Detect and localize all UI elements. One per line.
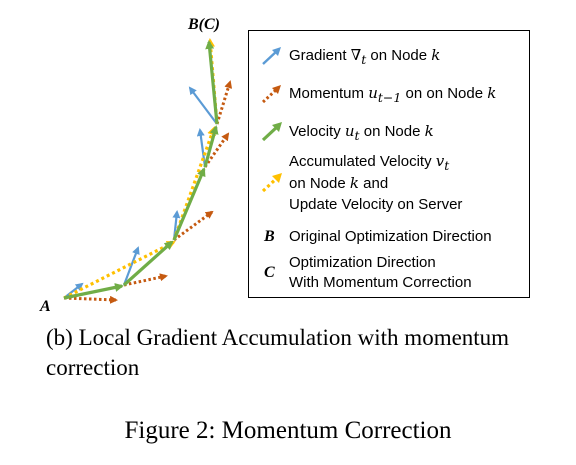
- legend-gradient-text: Gradient ∇t on Node k: [289, 46, 441, 67]
- legend-corrected-direction: C Optimization Direction With Momentum C…: [249, 253, 529, 297]
- figure-caption: Figure 2: Momentum Correction: [124, 417, 452, 444]
- momentum-arrow: [123, 273, 168, 287]
- legend-accumulated: Accumulated Velocity vt on Node k and Up…: [249, 151, 529, 215]
- point-b-c-label: B(C): [188, 16, 220, 33]
- dotted-orange-arrow-icon: [261, 85, 281, 104]
- velocity-arrow: [63, 283, 124, 300]
- accumulated-velocity-arrow: [63, 240, 176, 300]
- momentum-arrow: [203, 132, 230, 168]
- gradient-arrow: [196, 128, 207, 168]
- legend-corrected-line1: Optimization Direction: [289, 254, 436, 271]
- momentum-arrow: [215, 80, 233, 125]
- gradient-arrow: [188, 86, 218, 125]
- legend-accumulated-line1: Accumulated Velocity vt: [289, 152, 450, 173]
- legend-c-letter: C: [264, 264, 275, 281]
- green-arrow-icon: [261, 122, 282, 142]
- velocity-arrow: [205, 40, 219, 125]
- legend-b-letter: B: [264, 228, 275, 245]
- legend-momentum-text: Momentum ut−1 on on Node k: [289, 84, 497, 105]
- momentum-arrows: [63, 80, 233, 304]
- legend-velocity-text: Velocity ut on Node k: [289, 122, 434, 143]
- velocity-arrow: [203, 125, 219, 168]
- velocity-arrows: [63, 40, 219, 300]
- legend-accumulated-line2: on Node k and: [289, 174, 389, 192]
- point-a-label: A: [40, 298, 51, 315]
- subcaption: (b) Local Gradient Accumulation with mom…: [46, 325, 510, 380]
- velocity-arrow: [172, 167, 206, 241]
- velocity-arrow: [122, 240, 174, 287]
- accumulated-velocity-arrows: [63, 38, 219, 300]
- gradient-arrow: [63, 282, 84, 299]
- momentum-arrow: [63, 295, 118, 304]
- momentum-diagram: [63, 38, 233, 304]
- legend-corrected-line2: With Momentum Correction: [289, 274, 472, 291]
- blue-arrow-icon: [262, 47, 281, 65]
- legend-original-text: Original Optimization Direction: [289, 228, 492, 245]
- legend: Gradient ∇t on Node k Momentum ut−1 on o…: [248, 30, 530, 298]
- dotted-yellow-arrow-icon: [261, 173, 282, 193]
- legend-accumulated-line3: Update Velocity on Server: [289, 196, 463, 213]
- gradient-arrow: [122, 246, 140, 286]
